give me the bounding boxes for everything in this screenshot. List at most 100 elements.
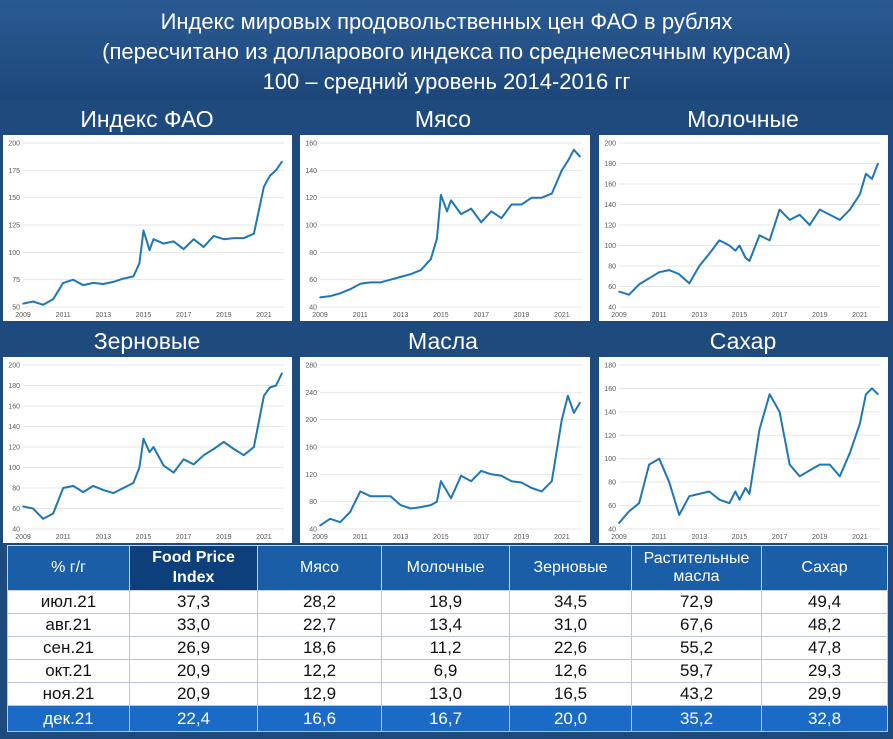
data-point — [744, 257, 747, 259]
cell: 13,4 — [381, 613, 510, 637]
data-point — [718, 239, 721, 242]
data-point — [233, 448, 235, 450]
cell: 34,5 — [509, 590, 632, 614]
y-tick-label: 180 — [604, 161, 616, 168]
data-point — [849, 208, 851, 211]
data-point — [222, 441, 225, 443]
cell: 16,5 — [509, 682, 632, 706]
table-row: окт.21 20,9 12,2 6,9 12,6 59,7 29,3 — [7, 659, 888, 683]
data-point — [269, 386, 271, 389]
data-point — [788, 219, 791, 221]
data-point — [182, 458, 185, 461]
data-point — [708, 490, 711, 493]
data-point — [82, 491, 85, 493]
data-point — [233, 237, 235, 239]
data-point — [419, 269, 422, 271]
chart-title-fao: Индекс ФАО — [80, 106, 214, 132]
y-tick-label: 60 — [12, 506, 20, 513]
y-tick-label: 140 — [604, 409, 616, 416]
data-point — [122, 277, 125, 280]
data-point — [42, 517, 44, 520]
data-point — [138, 466, 141, 469]
data-point — [243, 454, 245, 456]
data-point — [778, 208, 781, 211]
y-tick-label: 120 — [604, 433, 616, 440]
x-tick-label: 2013 — [393, 312, 409, 319]
y-tick-label: 160 — [305, 445, 317, 452]
data-point — [339, 521, 341, 523]
data-point — [389, 495, 392, 497]
data-point — [738, 498, 741, 501]
data-point — [132, 275, 135, 278]
data-point — [877, 162, 879, 165]
chart-panel-oils: 40 80 120 160 200 240 280 2009 2011 2013 2015 2017 2… — [300, 357, 590, 543]
data-point — [440, 480, 442, 482]
chart-title-dairy: Молочные — [687, 106, 799, 132]
data-point — [500, 217, 503, 219]
chart-fao: 50 75 100 125 150 175 200 2009 2011 2013 2015 2017 2… — [8, 141, 284, 319]
chart-dairy: 40 60 80 100 120 140 160 180 200 2009 2011 2013 2015… — [604, 141, 880, 319]
data-point — [122, 487, 125, 489]
cell: сен.21 — [7, 636, 130, 660]
x-tick-label: 2013 — [96, 312, 112, 319]
data-point — [698, 265, 701, 267]
cell: 22,4 — [129, 705, 258, 732]
data-point — [728, 244, 731, 247]
data-point — [263, 185, 265, 188]
y-tick-label: 175 — [8, 168, 20, 175]
data-point — [530, 196, 533, 199]
data-point — [561, 418, 563, 421]
cell: 20,9 — [129, 659, 258, 683]
data-point — [628, 293, 630, 296]
chart-title-cereals: Зерновые — [93, 328, 201, 354]
cell: 29,9 — [761, 682, 888, 706]
series-line — [319, 394, 581, 527]
data-point — [112, 281, 115, 283]
y-tick-label: 60 — [608, 284, 616, 291]
data-point — [829, 213, 831, 216]
data-point — [530, 487, 533, 489]
header-note: 100 – средний уровень 2014-2016 гг — [262, 69, 631, 94]
data-point — [658, 457, 660, 460]
y-tick-label: 60 — [608, 503, 616, 510]
data-point — [688, 495, 691, 497]
table-row: июл.21 37,3 28,2 18,9 34,5 72,9 49,4 — [7, 590, 888, 614]
cell: 16,7 — [381, 705, 510, 732]
data-point — [744, 487, 747, 489]
data-point — [152, 446, 155, 448]
data-point — [202, 454, 205, 456]
data-point — [573, 149, 575, 151]
y-tick-label: 200 — [604, 141, 616, 148]
col-header-sugar: Сахар — [761, 545, 888, 591]
cell: 12,9 — [257, 682, 382, 706]
data-point — [658, 271, 660, 273]
x-tick-label: 2011 — [56, 534, 71, 541]
cell: 31,0 — [509, 613, 632, 637]
cell: 67,6 — [631, 613, 762, 637]
x-tick-label: 2013 — [692, 534, 708, 541]
chart-title-sugar: Сахар — [709, 328, 777, 354]
yoy-table: % г/г Food Price Index Мясо Молочные Зер… — [7, 545, 888, 732]
x-tick-label: 2009 — [15, 534, 31, 541]
data-point — [62, 487, 64, 489]
data-point — [92, 485, 95, 487]
y-tick-label: 80 — [309, 250, 317, 257]
cell: 11,2 — [381, 636, 510, 660]
data-point — [480, 221, 483, 224]
data-point — [808, 224, 811, 226]
x-tick-label: 2013 — [393, 534, 409, 541]
y-tick-label: 100 — [8, 465, 20, 472]
data-point — [859, 422, 861, 425]
cell: 20,9 — [129, 682, 258, 706]
data-point — [550, 480, 553, 482]
data-point — [648, 463, 650, 466]
data-point — [638, 502, 640, 505]
x-tick-label: 2017 — [772, 312, 788, 319]
data-point — [734, 249, 737, 252]
data-point — [152, 238, 155, 241]
y-tick-label: 160 — [604, 386, 616, 393]
data-point — [450, 199, 452, 202]
data-point — [436, 237, 438, 240]
data-point — [628, 510, 630, 513]
data-point — [618, 290, 620, 293]
